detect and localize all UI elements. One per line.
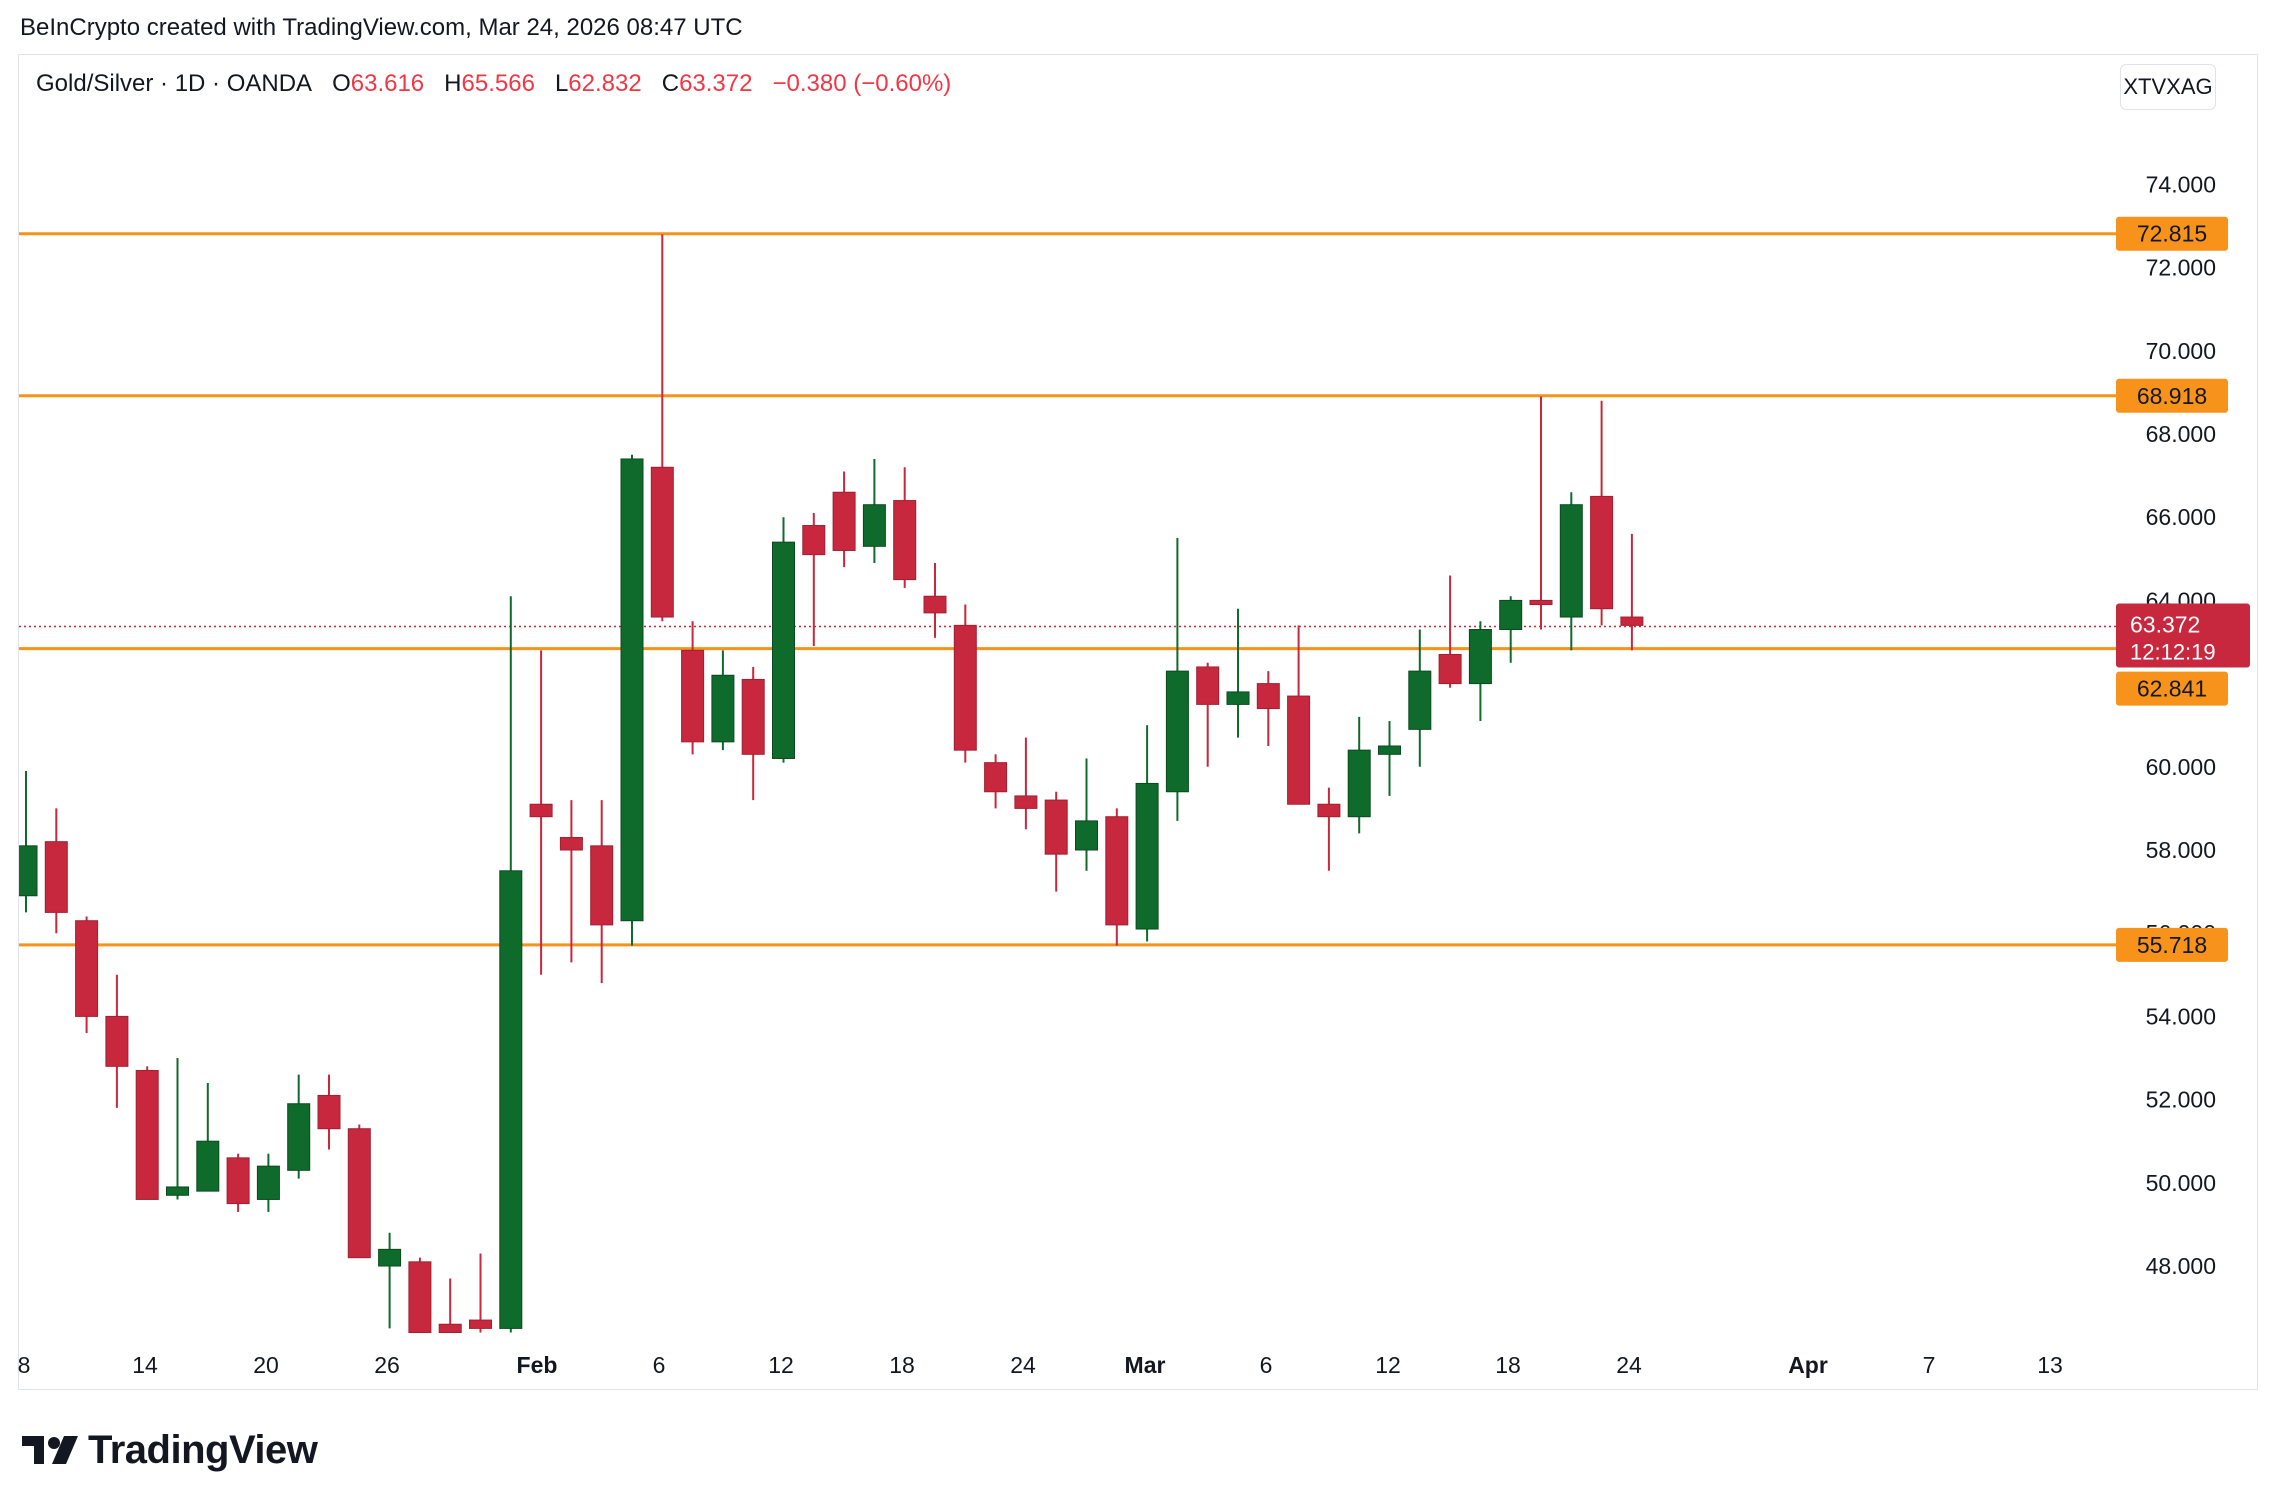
open-label: O [332,70,351,97]
tradingview-logo-icon [22,1436,78,1464]
symbol-info[interactable]: Gold/Silver · 1D · OANDA [36,70,313,97]
symbol-button[interactable]: XTVXAG [2120,64,2216,110]
ohlc-legend: Gold/Silver · 1D · OANDA O63.616 H65.566… [36,70,951,98]
open-value: 63.616 [350,70,425,97]
change-value: −0.380 (−0.60%) [772,70,952,97]
high-value: 65.566 [461,70,535,97]
close-value: 63.372 [679,70,753,97]
chart-credit: BeInCrypto created with TradingView.com,… [20,14,743,41]
tradingview-brand: TradingView [88,1427,318,1472]
low-label: L [554,70,569,97]
low-value: 62.832 [568,70,642,97]
chart-frame[interactable] [18,54,2258,1390]
close-label: C [661,70,680,97]
tradingview-logo[interactable]: TradingView [22,1426,318,1474]
high-label: H [444,70,462,97]
